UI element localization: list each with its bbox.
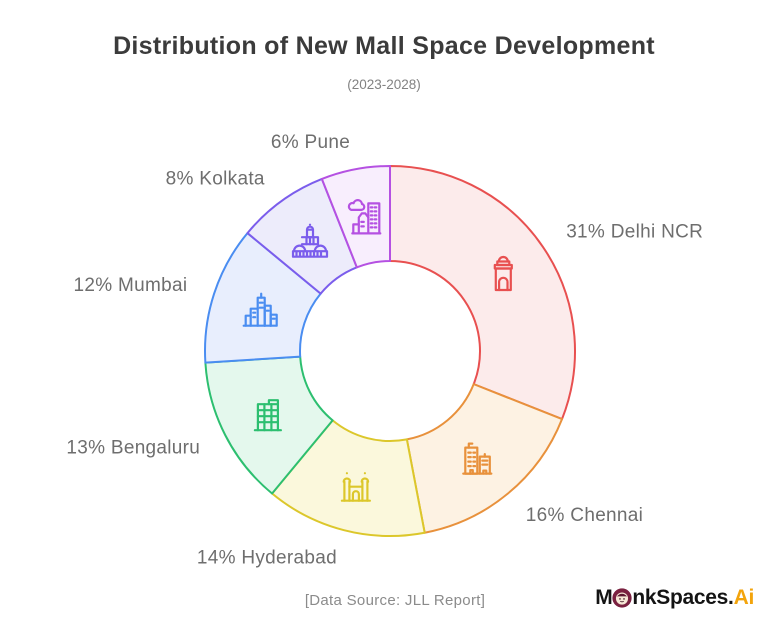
brand-logo: M nkSpaces. Ai: [595, 586, 754, 610]
pie-slice-delhi-ncr[interactable]: [389, 165, 576, 421]
skyline-icon: [242, 292, 278, 327]
monk-face-icon: [612, 588, 633, 608]
slice-label-chennai: 16% Chennai: [526, 505, 643, 526]
chart-title: Distribution of New Mall Space Developme…: [113, 32, 655, 60]
slice-label-mumbai: 12% Mumbai: [74, 275, 188, 296]
charminar-icon: [340, 472, 371, 502]
slice-label-hyderabad: 14% Hyderabad: [197, 547, 337, 568]
cloud-buildings-icon: [347, 199, 382, 235]
chart-subtitle: (2023-2028): [347, 77, 421, 92]
brand-suffix: Ai: [733, 586, 755, 609]
victoria-memorial-icon: [291, 223, 329, 258]
data-source-note: [Data Source: JLL Report]: [304, 592, 486, 609]
pie-slice-pune[interactable]: [320, 165, 391, 269]
city-buildings-icon: [462, 442, 493, 475]
slice-label-bengaluru: 13% Bengaluru: [66, 438, 200, 459]
slice-label-kolkata: 8% Kolkata: [166, 169, 265, 190]
pie-slice-chennai[interactable]: [405, 383, 564, 534]
slice-label-pune: 6% Pune: [271, 132, 350, 153]
india-gate-icon: [493, 255, 513, 292]
office-building-icon: [253, 399, 282, 432]
slice-label-delhi-ncr: 31% Delhi NCR: [566, 221, 703, 242]
brand-middle: nkSpaces.: [632, 586, 734, 609]
brand-prefix: M: [595, 586, 613, 609]
